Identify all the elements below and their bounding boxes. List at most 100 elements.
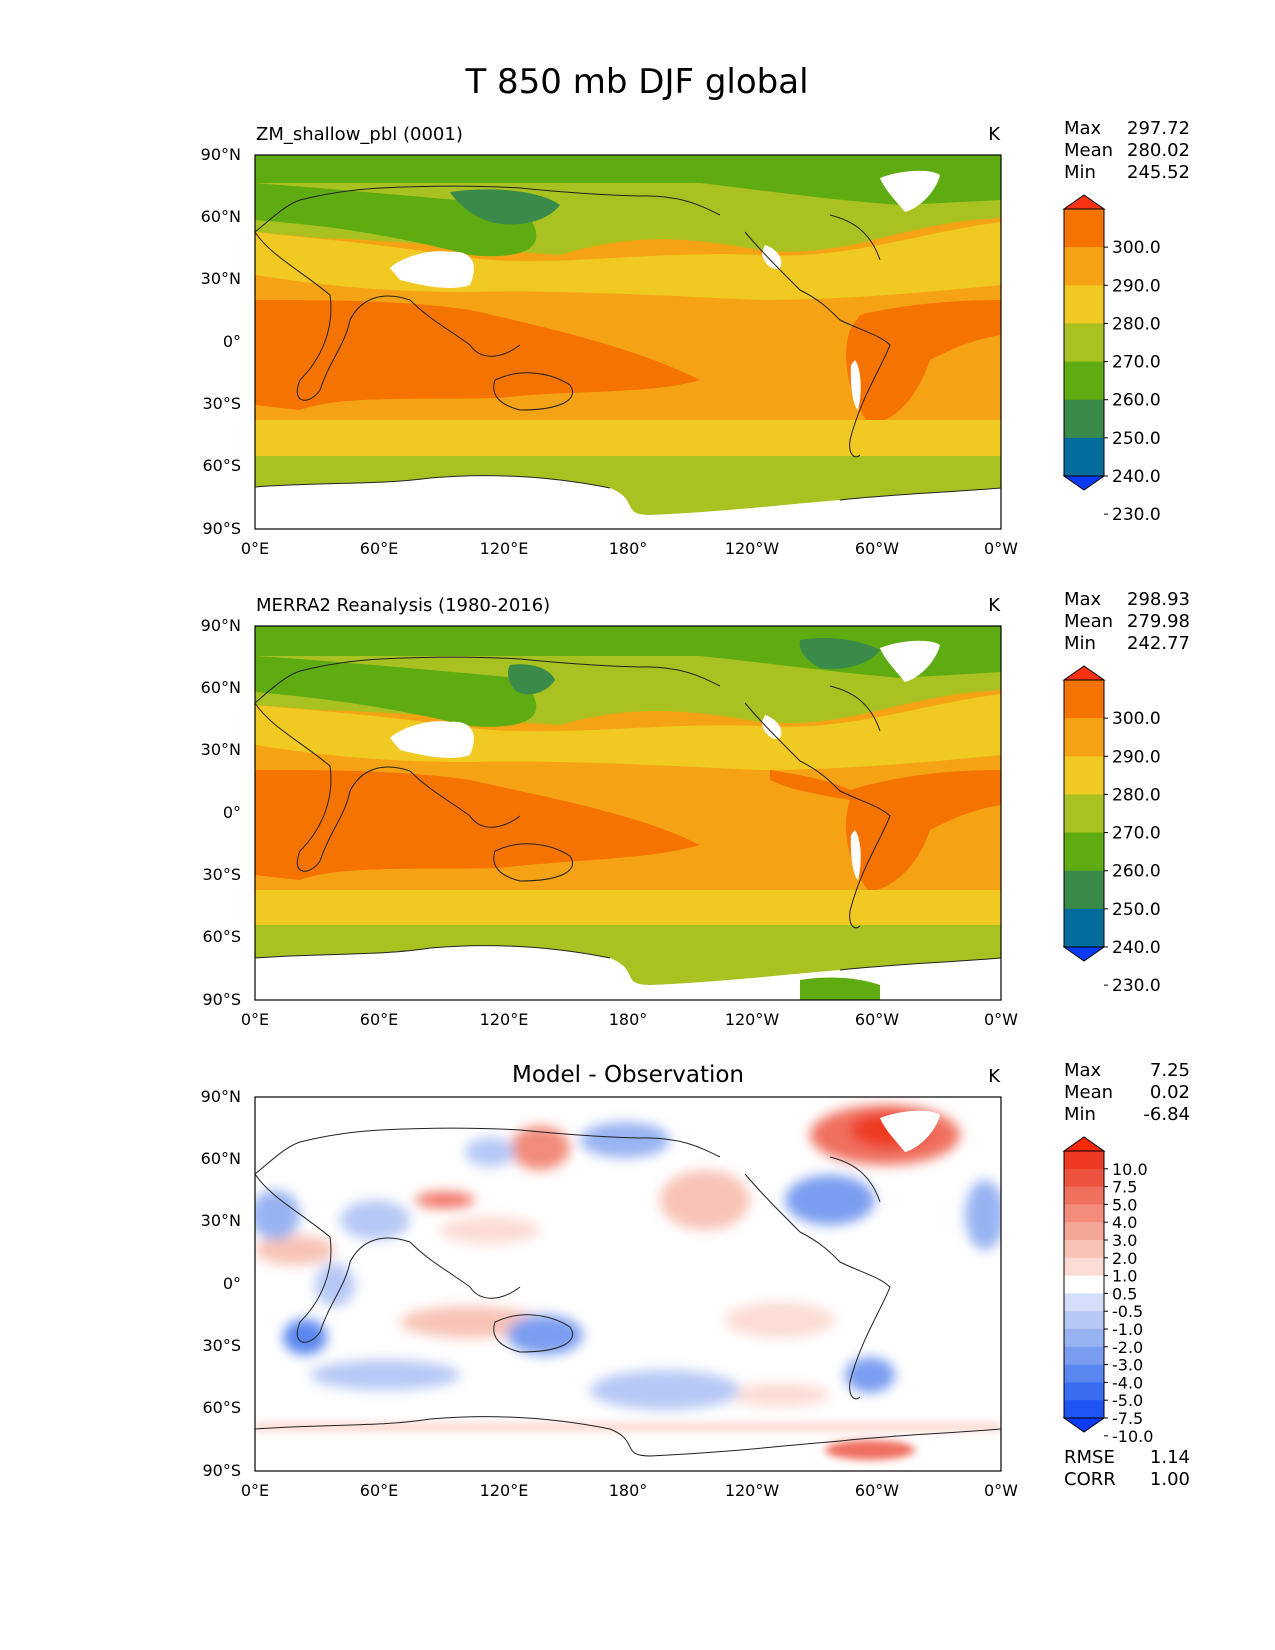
colorbar-segment [1064, 1151, 1104, 1170]
colorbar-frame [1063, 1150, 1105, 1419]
colorbar-tick-label: 4.0 [1112, 1213, 1137, 1232]
masked-tibet [390, 721, 474, 758]
masked-andes [850, 830, 861, 880]
colorbar-tick-label: 280.0 [1112, 785, 1161, 805]
colorbar-tick-label: -4.0 [1112, 1373, 1143, 1392]
lat-tick-label: 90°S [202, 1461, 241, 1480]
colorbar-segment [1064, 1204, 1104, 1223]
stat-min-label: Min [1064, 162, 1096, 183]
anomaly-cold-central-africa [315, 1263, 355, 1307]
field-cold-canada [799, 638, 880, 670]
colorbar-segment [1064, 209, 1104, 248]
masked-rockies [762, 245, 782, 269]
stat-max-label: Max [1064, 1060, 1102, 1081]
lat-axis: 90°N 60°N 30°N 0° 30°S 60°S 90°S [201, 616, 241, 1009]
stat-mean-label: Mean [1064, 611, 1113, 632]
masked-rockies [762, 715, 782, 739]
lat-tick-label: 90°S [202, 519, 241, 538]
lat-tick-label: 30°S [202, 865, 241, 884]
colorbar-segments [1062, 1136, 1106, 1433]
lon-tick-label: 180° [609, 1481, 648, 1500]
panel-obs: MERRA2 Reanalysis (1980-2016) K [201, 589, 1190, 1029]
stat-mean-value: 0.02 [1150, 1082, 1190, 1103]
anomaly-cold-arctic [580, 1122, 670, 1158]
lon-tick-label: 0°W [984, 1481, 1018, 1500]
colorbar-extend-max [1062, 1136, 1106, 1152]
anomaly-warm-sahara [255, 1235, 335, 1265]
colorbar-segment [1064, 399, 1104, 439]
stat-max-value: 298.93 [1127, 589, 1190, 610]
colorbar-tick-label: 300.0 [1112, 709, 1161, 729]
stat-min-label: Min [1064, 633, 1096, 654]
colorbar-tick-label: -7.5 [1112, 1409, 1143, 1428]
colorbar-ticks: 300.0 290.0 280.0 270.0 260.0 250.0 240.0 230.0 [1104, 238, 1161, 525]
stat-mean-value: 279.98 [1127, 611, 1190, 632]
colorbar-tick-label: 250.0 [1112, 429, 1161, 449]
colorbar-extend-max [1062, 194, 1106, 210]
anomaly-warm-indian-ocean [400, 1306, 540, 1338]
coastlines [254, 185, 1002, 501]
colorbar-segment [1064, 832, 1104, 872]
anomaly-warm-south-pacific [730, 1383, 830, 1407]
colorbar-frame [1063, 679, 1105, 948]
lon-tick-label: 0°W [984, 539, 1018, 558]
field-warm-samerica [770, 770, 1001, 892]
stat-min-value: -6.84 [1143, 1104, 1190, 1125]
colorbar-tick-label: -1.0 [1112, 1320, 1143, 1339]
panel-title: Model - Observation [512, 1062, 744, 1088]
field-band-270s [255, 890, 1001, 925]
lat-tick-label: 30°N [201, 1211, 241, 1230]
colorbar-tick-label: 0.5 [1112, 1284, 1137, 1303]
colorbar-tick-label: -5.0 [1112, 1391, 1143, 1410]
anomaly-cold-north-america [785, 1175, 875, 1225]
figure-title: T 850 mb DJF global [464, 62, 808, 102]
lat-tick-label: 30°N [201, 269, 241, 288]
lon-tick-label: 120°W [725, 539, 780, 558]
colorbar-tick-label: 240.0 [1112, 938, 1161, 958]
colorbar-tick-label: 5.0 [1112, 1195, 1137, 1214]
colorbar-segment [1064, 1311, 1104, 1330]
colorbar-tick-label: 270.0 [1112, 353, 1161, 373]
map-frame [254, 625, 1002, 1001]
lat-tick-label: 60°N [201, 678, 241, 697]
lat-tick-label: 30°S [202, 1336, 241, 1355]
colorbar-segment [1064, 870, 1104, 910]
colorbar-frame [1063, 208, 1105, 477]
lon-tick-label: 60°E [360, 1010, 398, 1029]
colorbar-extend-min [1062, 475, 1106, 491]
stats-box: Max 297.72 Mean 280.02 Min 245.52 [1064, 118, 1190, 183]
lat-tick-label: 60°N [201, 1149, 241, 1168]
colorbar-tick-label: 270.0 [1112, 824, 1161, 844]
field-warm-africa-indian [255, 770, 700, 880]
colorbar-tick-label: 290.0 [1112, 747, 1161, 767]
colorbar-segment [1064, 1186, 1104, 1205]
stat-min-label: Min [1064, 1104, 1096, 1125]
colorbar-tick-label: 3.0 [1112, 1231, 1137, 1250]
lat-tick-label: 60°S [202, 927, 241, 946]
anomaly-cold-europe [255, 1190, 300, 1240]
lon-tick-label: 120°E [480, 539, 529, 558]
colorbar-extend-min [1062, 946, 1106, 962]
field-band-250-antarctic [800, 977, 880, 1000]
colorbar-tick-label: 260.0 [1112, 862, 1161, 882]
panel-title: ZM_shallow_pbl (0001) [256, 124, 463, 145]
lat-tick-label: 0° [223, 803, 241, 822]
anomaly-warm-east-asia [510, 1126, 570, 1170]
colorbar-segment [1064, 1293, 1104, 1312]
panel-diff: Model - Observation K [201, 1060, 1190, 1500]
field-band-250 [255, 155, 1001, 183]
temperature-field [255, 155, 1001, 529]
masked-tibet [390, 251, 474, 288]
rmse-value: 1.14 [1150, 1447, 1190, 1468]
rmse-label: RMSE [1064, 1447, 1115, 1468]
colorbar-extend-max [1062, 665, 1106, 681]
masked-greenland [880, 170, 940, 212]
colorbar: 10.07.55.04.03.02.01.00.5-0.5-1.0-2.0-3.… [1062, 1136, 1153, 1446]
lat-tick-label: 90°S [202, 990, 241, 1009]
field-anomalies [255, 1105, 1001, 1410]
map-frame [254, 1096, 1002, 1472]
colorbar-segment [1064, 794, 1104, 834]
colorbar-tick-label: 290.0 [1112, 276, 1161, 296]
colorbar-tick-label: -2.0 [1112, 1338, 1143, 1357]
